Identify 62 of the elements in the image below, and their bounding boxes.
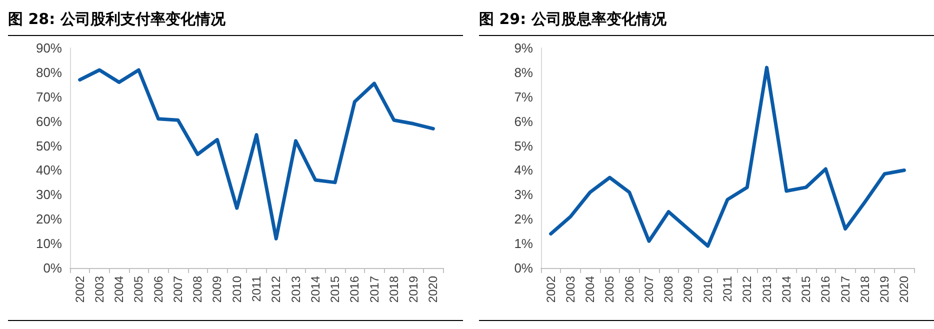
y-tick-label: 5%: [514, 138, 534, 154]
x-tick-label: 2017: [367, 276, 382, 303]
x-tick-label: 2011: [250, 276, 264, 302]
x-tick-label: 2008: [190, 276, 205, 303]
x-tick-label: 2003: [563, 276, 578, 303]
y-tick-label: 40%: [36, 162, 62, 178]
x-tick-label: 2002: [544, 276, 558, 303]
x-tick-label: 2009: [681, 276, 696, 303]
x-tick-label: 2003: [92, 276, 106, 303]
chart-title: 图 28: 公司股利支付率变化情况: [8, 8, 463, 36]
y-tick-label: 0%: [514, 260, 534, 276]
x-tick-label: 2015: [328, 276, 342, 303]
x-tick-label: 2009: [210, 276, 224, 303]
x-tick-label: 2018: [386, 276, 401, 303]
x-tick-label: 2006: [622, 276, 636, 303]
line-series: [78, 68, 435, 240]
x-tick-label: 2012: [740, 276, 754, 303]
x-tick-label: 2014: [779, 276, 794, 303]
chart-title: 图 29: 公司股息率变化情况: [479, 8, 934, 36]
y-tick-label: 1%: [514, 236, 534, 252]
y-tick-label: 80%: [36, 64, 62, 80]
x-tick-label: 2019: [406, 276, 421, 303]
x-tick-label: 2016: [818, 276, 833, 303]
y-tick-label: 60%: [36, 114, 62, 129]
x-tick-label: 2004: [583, 276, 598, 303]
x-tick-label: 2005: [132, 276, 146, 303]
x-tick-label: 2007: [170, 276, 185, 303]
x-tick-label: 2014: [308, 276, 322, 303]
y-tick-label: 30%: [36, 187, 62, 202]
x-tick-label: 2010: [230, 276, 244, 303]
line-series: [549, 66, 906, 248]
x-tick-label: 2020: [897, 276, 912, 303]
x-tick-label: 2010: [700, 276, 715, 303]
y-tick-label: 10%: [36, 236, 62, 252]
x-tick-label: 2015: [799, 276, 814, 303]
x-tick-label: 2012: [269, 276, 284, 303]
x-tick-label: 2018: [858, 276, 872, 303]
x-tick-label: 2016: [348, 276, 362, 303]
x-tick-label: 2011: [720, 276, 734, 302]
y-tick-label: 70%: [36, 89, 62, 104]
y-tick-label: 3%: [514, 187, 534, 202]
y-tick-label: 50%: [36, 138, 62, 154]
y-tick-label: 4%: [514, 162, 534, 178]
y-tick-label: 90%: [36, 40, 62, 56]
x-tick-label: 2019: [878, 276, 892, 303]
y-tick-label: 9%: [514, 40, 534, 56]
y-tick-label: 8%: [514, 64, 534, 80]
y-tick-label: 2%: [514, 212, 534, 227]
x-tick-label: 2002: [72, 276, 87, 303]
y-tick-label: 7%: [514, 89, 534, 104]
x-tick-label: 2013: [288, 276, 303, 303]
x-tick-label: 2004: [112, 276, 126, 303]
x-tick-label: 2006: [151, 276, 166, 303]
x-tick-label: 2013: [760, 276, 774, 303]
x-tick-label: 2017: [838, 276, 852, 303]
x-tick-label: 2020: [426, 276, 440, 303]
y-tick-label: 6%: [514, 114, 534, 129]
y-tick-label: 0%: [43, 260, 62, 276]
x-tick-label: 2007: [642, 276, 656, 303]
x-tick-label: 2005: [602, 276, 617, 303]
x-tick-label: 2008: [662, 276, 676, 303]
y-tick-label: 20%: [36, 212, 62, 227]
